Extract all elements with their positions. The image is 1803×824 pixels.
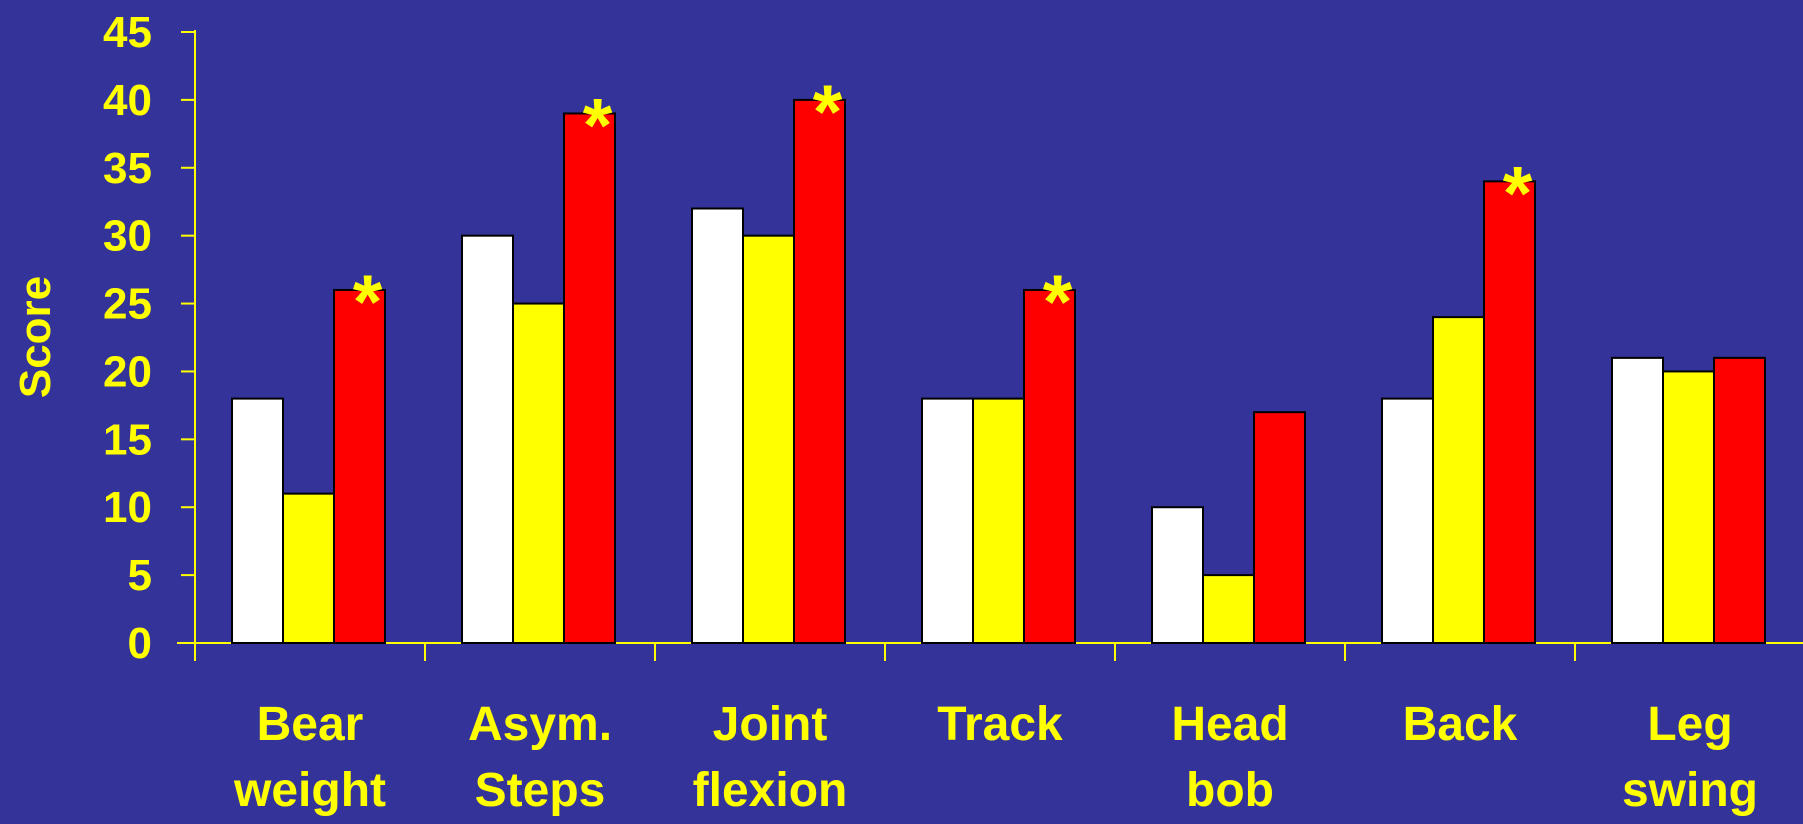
bar: [921, 397, 974, 644]
bar: [512, 302, 565, 644]
bar: [333, 288, 386, 644]
x-category-label: bob: [1186, 764, 1274, 817]
x-category-label: weight: [233, 764, 386, 817]
x-category-label: swing: [1622, 764, 1758, 817]
x-category-label: flexion: [693, 764, 848, 817]
significance-marker: *: [1503, 151, 1533, 236]
bar: [742, 234, 795, 645]
x-category-label: Bear: [257, 698, 364, 751]
bar: [282, 492, 335, 644]
bar: [1202, 574, 1255, 644]
x-category-label: Asym.: [468, 698, 612, 751]
y-tick-label: 15: [103, 415, 152, 464]
y-axis-label: Score: [11, 276, 60, 398]
y-tick-label: 30: [103, 212, 152, 261]
x-category-label: Leg: [1647, 698, 1732, 751]
bar: [1713, 356, 1766, 644]
x-category-label: Head: [1171, 698, 1288, 751]
bar: [1432, 316, 1485, 644]
bar: [1611, 356, 1664, 644]
significance-marker: *: [353, 260, 383, 345]
bar: [972, 397, 1025, 644]
bar: [691, 207, 744, 644]
bar: [231, 397, 284, 644]
bar: [1483, 180, 1536, 644]
bar: [1253, 411, 1306, 644]
significance-marker: *: [583, 83, 613, 168]
bar: [461, 234, 514, 645]
y-tick-label: 0: [128, 619, 152, 668]
x-category-label: Steps: [475, 764, 606, 817]
significance-marker: *: [1043, 260, 1073, 345]
x-category-label: Back: [1403, 698, 1518, 751]
y-tick-label: 35: [103, 144, 152, 193]
bar: [1381, 397, 1434, 644]
y-tick-label: 40: [103, 76, 152, 125]
bar: [1023, 288, 1076, 644]
y-tick-label: 45: [103, 8, 152, 57]
y-tick-label: 5: [128, 551, 152, 600]
x-category-label: Joint: [713, 698, 828, 751]
x-category-label: Track: [937, 698, 1063, 751]
y-tick-label: 20: [103, 347, 152, 396]
y-tick-label: 25: [103, 280, 152, 329]
bar: [1662, 370, 1715, 644]
bar: [793, 98, 846, 644]
bar: [1151, 506, 1204, 644]
significance-marker: *: [813, 70, 843, 155]
y-tick-label: 10: [103, 483, 152, 532]
bar: [563, 112, 616, 644]
